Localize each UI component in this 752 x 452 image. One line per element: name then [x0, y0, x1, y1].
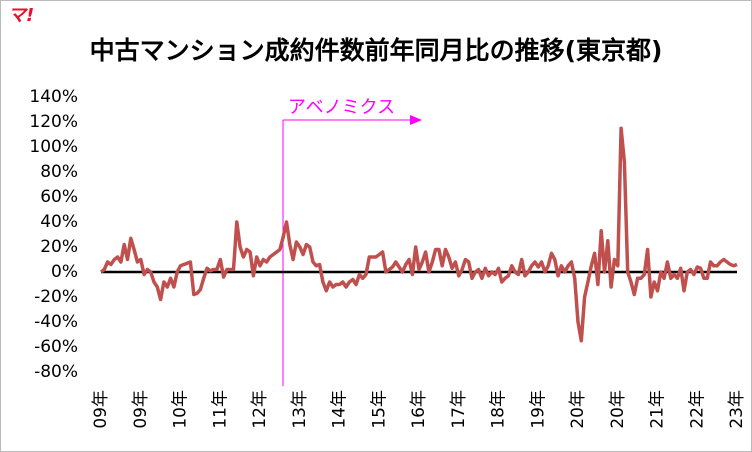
x-tick-label: 23年 [727, 390, 747, 429]
y-tick-label: 100% [29, 137, 78, 157]
x-tick-label: 13年 [290, 390, 310, 429]
y-tick-label: 140% [29, 87, 78, 107]
x-tick-label: 09年 [91, 390, 111, 429]
x-tick-label: 16年 [409, 390, 429, 429]
y-tick-label: 120% [29, 112, 78, 132]
x-tick-label: 22年 [687, 390, 707, 429]
y-tick-label: 20% [40, 237, 78, 257]
y-tick-label: 60% [40, 187, 78, 207]
arrow-head [410, 115, 422, 125]
x-tick-label: 10年 [171, 390, 191, 429]
y-tick-label: -40% [34, 312, 78, 332]
x-tick-label: 15年 [369, 390, 389, 429]
x-tick-label: 14年 [330, 390, 350, 429]
x-tick-label: 18年 [489, 390, 509, 429]
data-line [99, 126, 738, 343]
x-tick-label: 21年 [648, 390, 668, 429]
x-tick-label: 19年 [528, 390, 548, 429]
x-tick-label: 12年 [250, 390, 270, 429]
y-tick-label: 80% [40, 162, 78, 182]
y-tick-label: -60% [34, 337, 78, 357]
logo: マ! [8, 5, 34, 26]
x-tick-label: 20年 [568, 390, 588, 429]
y-tick-label: -20% [34, 287, 78, 307]
y-tick-label: 0% [51, 262, 78, 282]
annotation: アベノミクス [288, 97, 395, 118]
chart-title: 中古マンション成約件数前年同月比の推移(東京都) [90, 36, 663, 65]
x-tick-label: 17年 [449, 390, 469, 429]
y-tick-label: -80% [34, 362, 78, 382]
x-tick-label: 09年 [131, 390, 151, 429]
x-tick-label: 20年 [608, 390, 628, 429]
y-tick-label: 40% [40, 212, 78, 232]
x-tick-label: 11年 [210, 390, 230, 429]
